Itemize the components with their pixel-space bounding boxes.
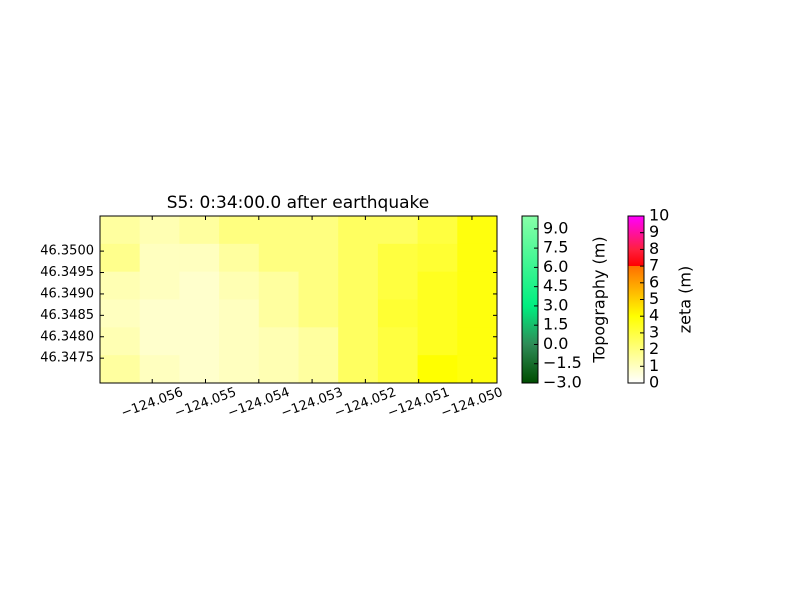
heatmap-cell [139,299,180,328]
colorbar-tick-label: 6 [649,272,659,291]
heatmap-cell [377,327,419,356]
colorbar-tick-label: 2 [649,339,659,358]
colorbar-tick-label: 9.0 [543,218,568,237]
heatmap-cell [298,216,339,245]
colorbar-tick-label: 0.0 [543,334,568,353]
colorbar-tick-label: 9 [649,222,659,241]
heatmap-cell [338,299,379,328]
colorbar-tick-label: 7.5 [543,238,568,257]
heatmap-cell [179,299,220,328]
heatmap-cell [457,271,498,300]
heatmap-cell [338,355,379,384]
heatmap-cell [298,355,339,384]
colorbar-tick-label: 1.5 [543,315,568,334]
heatmap-cell [457,243,498,273]
heatmap-cell [139,327,180,356]
heatmap-cell [417,299,458,328]
heatmap-cell [219,243,260,273]
plot-frame [99,215,498,384]
heatmap-cell [377,299,419,328]
y-tick-label: 46.3500 [40,244,94,259]
heatmap-cell [377,355,419,384]
heatmap-cell [258,327,299,356]
heatmap-cell [139,216,180,245]
colorbar-tick-label: −3.0 [543,373,582,392]
heatmap-cell [457,216,498,245]
heatmap-cell [338,271,379,300]
colorbar-tick-label: 10 [649,206,669,225]
heatmap-cell [417,243,458,273]
heatmap-cell [219,271,260,300]
heatmap-cell [139,271,180,300]
heatmap-cell [377,243,419,273]
heatmap-cell [417,355,458,384]
heatmap-cell [100,355,141,384]
heatmap-cell [417,271,458,300]
heatmap-cell [417,216,458,245]
heatmap-cell [377,271,419,300]
heatmap-cell [417,327,458,356]
heatmap-cell [338,243,379,273]
y-tick-label: 46.3485 [40,308,94,323]
colorbar-tick-label: 1 [649,356,659,375]
colorbar-tick-label: 4 [649,306,659,325]
heatmap-cell [338,216,379,245]
heatmap-cell [258,243,299,273]
colorbar-tick-label: 8 [649,239,659,258]
y-tick-label: 46.3480 [40,329,94,344]
heatmap-cell [100,271,141,300]
heatmap-cell [179,355,220,384]
heatmap-cell [298,271,339,300]
heatmap-cell [457,327,498,356]
heatmap-cell [298,243,339,273]
x-tick-label: −124.050 [439,385,505,421]
colorbar-tick-label: 4.5 [543,276,568,295]
heatmap-cell [100,327,141,356]
colorbar-tick-label: −1.5 [543,353,582,372]
y-tick-label: 46.3490 [40,286,94,301]
heatmap-cell [219,327,260,356]
heatmap-cell [100,243,141,273]
heatmap-cell [179,271,220,300]
heatmap-cell [457,299,498,328]
colorbar-tick-label: 0 [649,373,659,392]
chart-title: S5: 0:34:00.0 after earthquake [167,193,430,213]
heatmap-cell [457,355,498,384]
heatmap-cell [298,327,339,356]
colorbar-label: Topography (m) [590,236,609,363]
heatmap-cell [139,355,180,384]
heatmap-cell [258,355,299,384]
heatmap-cell [338,327,379,356]
colorbar [521,215,539,384]
heatmap-cell [219,355,260,384]
colorbar-tick-label: 6.0 [543,257,568,276]
heatmap-cell [219,216,260,245]
heatmap-cell [258,299,299,328]
y-tick-label: 46.3475 [40,351,94,366]
heatmap-cell [100,299,141,328]
colorbar-tick-label: 3 [649,322,659,341]
heatmap-cell [100,216,141,245]
heatmap-cell [139,243,180,273]
heatmap-cell [179,327,220,356]
heatmap-cell [258,271,299,300]
y-tick-label: 46.3495 [40,265,94,280]
colorbar-tick-label: 5 [649,289,659,308]
colorbar-tick-label: 3.0 [543,295,568,314]
heatmap-cell [258,216,299,245]
heatmap-cell [298,299,339,328]
colorbar-tick-label: 7 [649,256,659,275]
colorbar-label: zeta (m) [676,266,695,333]
heatmap-cell [179,216,220,245]
heatmap-cell [219,299,260,328]
heatmap-cell [179,243,220,273]
heatmap-cell [377,216,419,245]
